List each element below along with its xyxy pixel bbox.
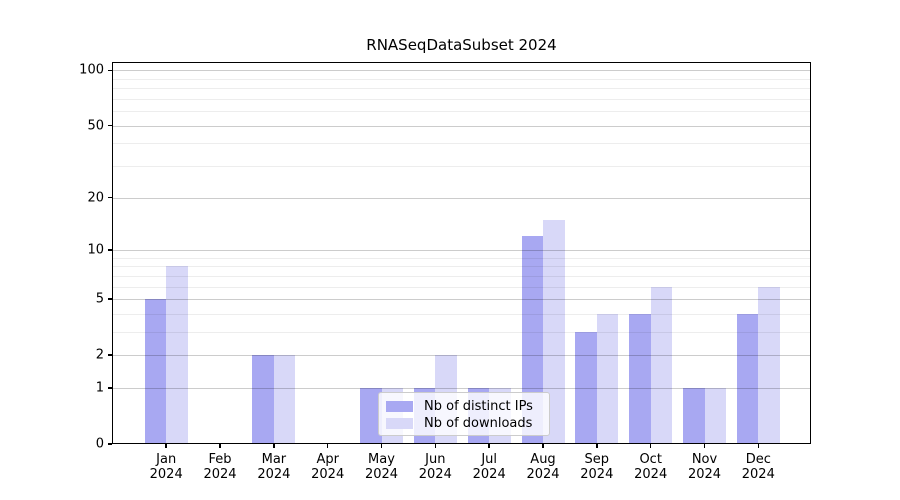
y-tick-mark-2	[108, 354, 112, 356]
y-tick-label-50: 50	[87, 118, 104, 134]
x-tick-month: Jan	[156, 452, 177, 467]
legend-item-distinct-ips: Nb of distinct IPs	[386, 398, 549, 415]
bar-distinct-ips-dec	[736, 313, 759, 444]
bar-downloads-mar	[273, 355, 296, 444]
x-tick-mark-aug	[542, 444, 544, 448]
x-tick-year: 2024	[687, 467, 722, 482]
x-tick-label-mar: Mar 2024	[242, 452, 306, 482]
y-tick-label-0: 0	[95, 436, 104, 452]
y-tick-label-20: 20	[87, 190, 104, 205]
x-tick-mark-dec	[757, 444, 760, 448]
y-tick-mark-5	[108, 298, 112, 300]
chart-title: RNASeqDataSubset 2024	[366, 36, 557, 54]
y-tick-mark-1	[108, 387, 112, 389]
bar-distinct-ips-sep	[575, 331, 597, 444]
legend: Nb of distinct IPs Nb of downloads	[378, 392, 550, 436]
legend-label-downloads: Nb of downloads	[424, 416, 533, 431]
x-tick-mark-jul	[488, 444, 490, 448]
x-tick-month: Dec	[745, 452, 771, 467]
bar-downloads-aug	[543, 219, 565, 444]
y-tick-label-1: 1	[95, 380, 104, 396]
y-tick-label-5: 5	[95, 291, 104, 307]
y-tick-label-2: 2	[95, 347, 104, 363]
x-tick-mark-oct	[649, 444, 652, 448]
bar-distinct-ips-may	[360, 387, 382, 444]
bar-downloads-oct	[650, 286, 673, 444]
legend-swatch-distinct-ips	[386, 401, 413, 412]
y-tick-mark-20	[108, 196, 112, 199]
x-tick-month: May	[368, 452, 395, 467]
x-tick-mark-sep	[596, 444, 598, 448]
x-tick-label-aug: Aug 2024	[511, 452, 575, 482]
x-tick-label-nov: Nov 2024	[673, 452, 737, 482]
y-tick-mark-50	[108, 124, 112, 127]
x-tick-month: Aug	[530, 452, 556, 467]
x-tick-month: Nov	[691, 452, 718, 467]
legend-label-distinct-ips: Nb of distinct IPs	[424, 399, 533, 414]
x-tick-label-dec: Dec 2024	[726, 452, 790, 482]
x-tick-month: Apr	[316, 452, 339, 467]
bar-downloads-sep	[596, 313, 619, 444]
x-tick-month: Jun	[425, 452, 446, 467]
x-tick-month: Sep	[584, 452, 610, 467]
x-tick-label-feb: Feb 2024	[188, 452, 252, 482]
x-tick-month: Oct	[639, 452, 662, 467]
bar-downloads-nov	[704, 387, 726, 444]
x-tick-label-apr: Apr 2024	[296, 452, 360, 482]
y-tick-mark-0	[108, 443, 112, 445]
x-tick-year: 2024	[472, 467, 506, 482]
bar-distinct-ips-jan	[144, 298, 167, 444]
plot-area	[112, 62, 811, 444]
x-tick-label-jun: Jun 2024	[403, 452, 467, 482]
x-tick-mark-mar	[273, 444, 275, 448]
y-tick-label-10: 10	[87, 242, 104, 258]
x-tick-year: 2024	[418, 467, 452, 482]
x-tick-mark-feb	[219, 444, 221, 448]
legend-swatch-downloads	[386, 418, 413, 429]
y-tick-label-100: 100	[79, 62, 104, 78]
x-tick-mark-jun	[434, 444, 437, 448]
x-tick-year: 2024	[634, 467, 668, 482]
x-tick-month: Mar	[261, 452, 287, 467]
y-tick-mark-10	[108, 249, 112, 251]
x-tick-year: 2024	[364, 467, 399, 482]
x-tick-mark-jan	[165, 444, 167, 448]
x-tick-mark-may	[380, 444, 383, 448]
x-tick-label-oct: Oct 2024	[619, 452, 683, 482]
bar-distinct-ips-oct	[629, 313, 651, 444]
x-tick-year: 2024	[526, 467, 560, 482]
x-tick-year: 2024	[257, 467, 291, 482]
legend-item-downloads: Nb of downloads	[386, 415, 549, 432]
x-tick-mark-nov	[703, 444, 706, 448]
x-tick-label-may: May 2024	[350, 452, 414, 482]
bar-downloads-jan	[166, 266, 188, 444]
x-tick-month: Jul	[481, 452, 498, 467]
x-tick-year: 2024	[741, 467, 775, 482]
x-tick-label-jul: Jul 2024	[457, 452, 521, 482]
bar-downloads-dec	[758, 286, 780, 444]
x-tick-year: 2024	[311, 467, 345, 482]
x-tick-mark-apr	[326, 444, 329, 448]
bar-distinct-ips-mar	[252, 355, 274, 444]
bars-layer	[112, 62, 811, 444]
x-tick-label-jan: Jan 2024	[134, 452, 198, 482]
x-tick-year: 2024	[149, 467, 183, 482]
bar-distinct-ips-nov	[683, 387, 705, 444]
x-tick-month: Feb	[208, 452, 232, 467]
x-tick-label-sep: Sep 2024	[565, 452, 629, 482]
y-tick-mark-100	[108, 69, 112, 72]
x-tick-year: 2024	[203, 467, 237, 482]
x-tick-year: 2024	[580, 467, 614, 482]
